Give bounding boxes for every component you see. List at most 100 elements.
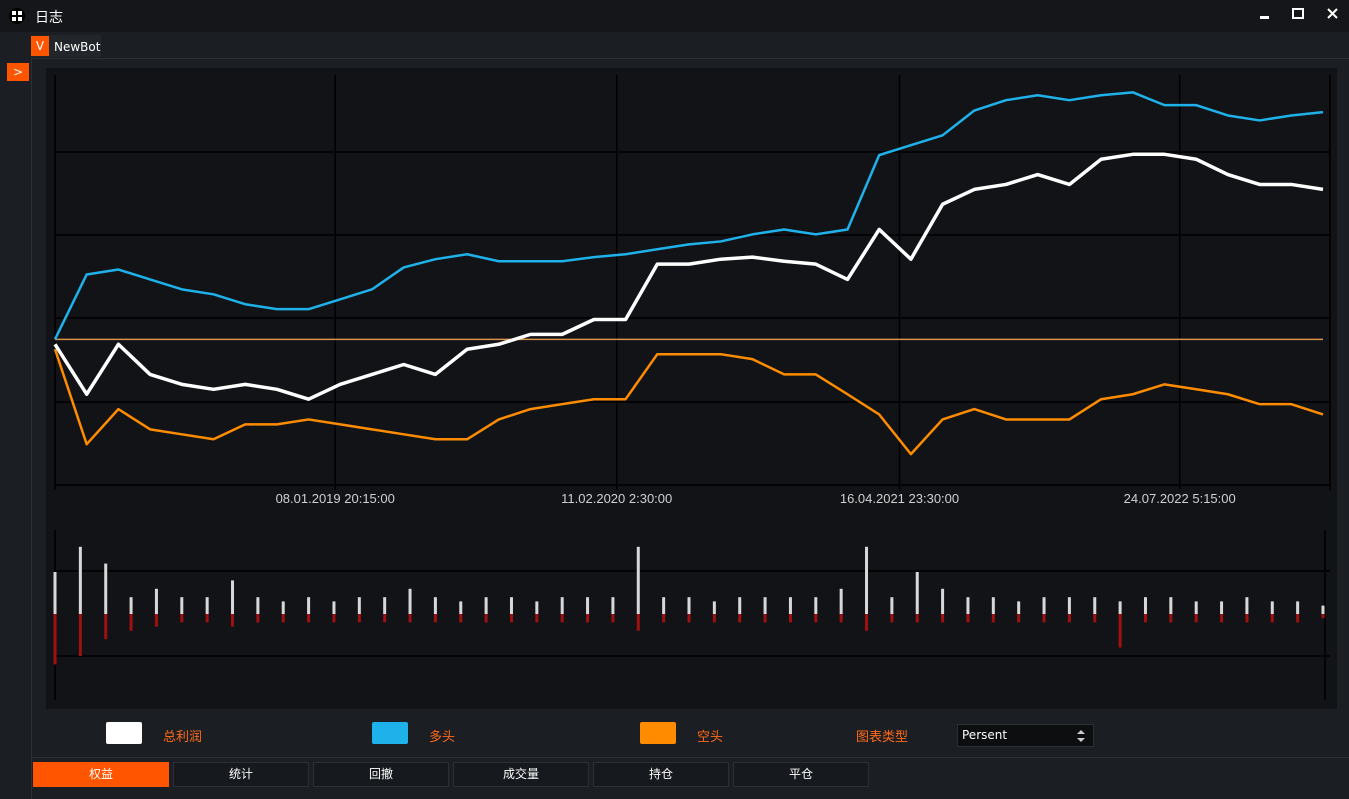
bar <box>560 614 564 623</box>
bar <box>1270 614 1274 623</box>
bar <box>433 597 437 614</box>
bar <box>1245 597 1249 614</box>
bar <box>1042 597 1046 614</box>
chart-type-select[interactable]: Persent <box>957 724 1094 747</box>
bar <box>662 597 666 614</box>
bar <box>991 597 995 614</box>
bar <box>408 614 412 623</box>
bar <box>1143 597 1147 614</box>
bar <box>408 588 412 614</box>
bar <box>205 597 209 614</box>
bar <box>1017 614 1021 623</box>
bar <box>154 588 158 614</box>
legend-swatch <box>640 722 676 744</box>
toggle-button[interactable]: > <box>7 63 29 81</box>
chart-type-label: 图表类型 <box>856 730 909 745</box>
bar <box>839 588 843 614</box>
bar <box>788 597 792 614</box>
bar <box>1169 597 1173 614</box>
bar <box>966 614 970 623</box>
bar <box>231 614 235 627</box>
bar <box>281 601 285 614</box>
bar <box>154 614 158 627</box>
bar <box>839 614 843 623</box>
legend-label: 总利润 <box>163 730 203 745</box>
bottom-tab[interactable]: 统计 <box>173 762 309 787</box>
bar <box>1296 601 1300 614</box>
bar <box>1093 614 1097 623</box>
bar <box>1067 614 1071 623</box>
bar <box>256 597 260 614</box>
bar <box>357 597 361 614</box>
bottom-tab[interactable]: 回撤 <box>313 762 449 787</box>
bar <box>129 614 133 631</box>
bar <box>1220 601 1224 614</box>
bar <box>129 597 133 614</box>
tab-icon: V <box>31 36 49 56</box>
bar <box>332 614 336 623</box>
tab-label[interactable]: NewBot <box>54 40 101 54</box>
series-line <box>53 152 1324 401</box>
bar <box>1194 601 1198 614</box>
bar <box>636 614 640 631</box>
bar <box>991 614 995 623</box>
bar <box>636 546 640 614</box>
side-border <box>31 59 32 799</box>
bar <box>484 614 488 623</box>
bar <box>1220 614 1224 623</box>
bar <box>256 614 260 623</box>
bar <box>814 614 818 623</box>
bar <box>1042 614 1046 623</box>
bar <box>332 601 336 614</box>
bar <box>890 597 894 614</box>
bar <box>1067 597 1071 614</box>
bar <box>915 572 919 614</box>
app-icon <box>9 8 25 24</box>
bar <box>1194 614 1198 623</box>
bar <box>484 597 488 614</box>
bar <box>865 614 869 631</box>
bar <box>509 614 513 623</box>
bar <box>1296 614 1300 623</box>
bar <box>78 546 82 614</box>
bar <box>1093 597 1097 614</box>
x-tick-label: 24.07.2022 5:15:00 <box>1124 491 1236 506</box>
window-controls[interactable] <box>1250 4 1345 26</box>
bar <box>814 597 818 614</box>
bottom-tab[interactable]: 平仓 <box>733 762 869 787</box>
bar <box>231 580 235 614</box>
bar <box>53 614 57 665</box>
bar <box>687 597 691 614</box>
bar <box>433 614 437 623</box>
bar <box>788 614 792 623</box>
bar <box>586 614 590 623</box>
series-line <box>53 91 1324 340</box>
charts: 08.01.2019 20:15:00 11.02.2020 2:30:00 16.… <box>53 75 1331 700</box>
bar <box>1270 601 1274 614</box>
x-tick-label: 11.02.2020 2:30:00 <box>561 491 672 506</box>
bar <box>738 597 742 614</box>
bar <box>966 597 970 614</box>
legend-label: 空头 <box>697 730 724 745</box>
bar <box>611 614 615 623</box>
bar <box>662 614 666 623</box>
bar <box>1143 614 1147 623</box>
bar <box>281 614 285 623</box>
bar <box>535 614 539 623</box>
bar <box>890 614 894 623</box>
bar <box>941 588 945 614</box>
legend-swatch <box>372 722 408 744</box>
bottom-tab[interactable]: 权益 <box>33 762 169 787</box>
x-tick-label: 08.01.2019 20:15:00 <box>276 491 395 506</box>
title-bar <box>0 0 1349 32</box>
bar <box>1245 614 1249 623</box>
bar <box>611 597 615 614</box>
bar <box>78 614 82 656</box>
bar <box>738 614 742 623</box>
bottom-tab[interactable]: 持仓 <box>593 762 729 787</box>
bar <box>915 614 919 623</box>
bottom-tab[interactable]: 成交量 <box>453 762 589 787</box>
bar <box>383 597 387 614</box>
legend-swatch <box>106 722 142 744</box>
bar <box>1169 614 1173 623</box>
